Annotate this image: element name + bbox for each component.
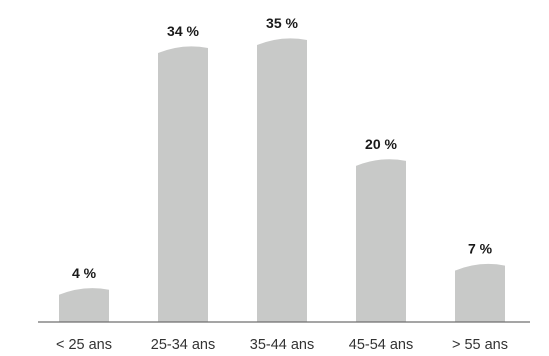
value-label-0: 4 % <box>72 265 97 281</box>
bar-0 <box>59 288 109 322</box>
value-label-4: 7 % <box>468 241 493 257</box>
value-label-2: 35 % <box>266 15 298 31</box>
bars-group <box>59 38 505 323</box>
x-tick-label-3: 45-54 ans <box>349 337 414 353</box>
x-tick-label-0: < 25 ans <box>56 337 112 353</box>
bar-3 <box>356 159 406 322</box>
x-tick-label-4: > 55 ans <box>452 337 508 353</box>
bar-4 <box>455 263 505 322</box>
x-tick-label-1: 25-34 ans <box>151 337 216 353</box>
bar-2 <box>257 38 307 322</box>
value-labels-group: 4 % 34 % 35 % 20 % 7 % <box>72 15 493 281</box>
value-label-3: 20 % <box>365 136 397 152</box>
x-tick-labels-group: < 25 ans 25-34 ans 35-44 ans 45-54 ans > 55 … <box>56 337 508 353</box>
bar-1 <box>158 46 208 323</box>
value-label-1: 34 % <box>167 23 199 39</box>
x-tick-label-2: 35-44 ans <box>250 337 315 353</box>
